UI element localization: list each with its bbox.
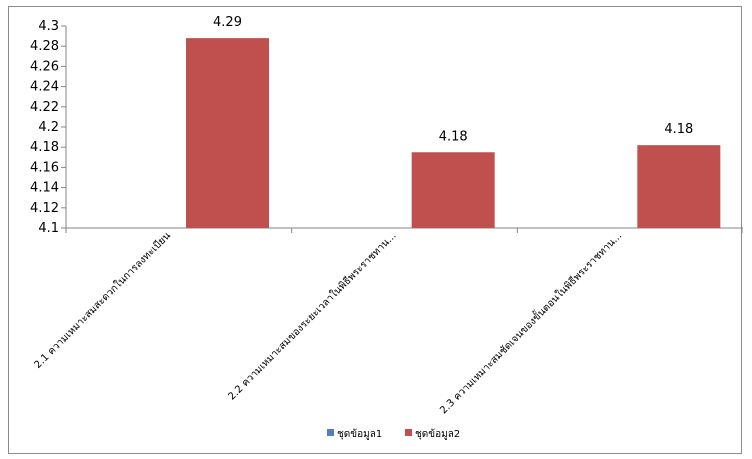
y-tick-label: 4.22	[30, 100, 59, 115]
y-tick-label: 4.14	[30, 181, 59, 196]
data-label: 4.18	[664, 122, 693, 137]
category-label: 2.1 ความเหมาะสมสะดวกในการลงทะเบียน	[32, 230, 173, 371]
y-tick-label: 4.3	[38, 19, 59, 34]
category-label: 2.3 ความเหมาะสมชัดเจนของขั้นตอนในพิธีพระ…	[436, 228, 624, 416]
legend-entry: ชุดข้อมูล2	[415, 428, 460, 440]
y-tick-label: 4.16	[30, 160, 59, 175]
legend-swatch	[405, 429, 412, 436]
y-tick-label: 4.26	[30, 59, 59, 74]
y-axis-ticks: 4.3 4.28 4.26 4.24 4.22 4.2 4.18 4.16 4.14 4.12 4.…	[30, 19, 66, 236]
legend: ชุดข้อมูล1 ชุดข้อมูล2	[327, 428, 460, 440]
data-label: 4.29	[213, 15, 242, 30]
bars	[186, 38, 721, 229]
data-label: 4.18	[439, 129, 468, 144]
category-labels: 2.1 ความเหมาะสมสะดวกในการลงทะเบียน 2.2 คว…	[32, 228, 625, 416]
data-labels: 4.29 4.18 4.18	[213, 15, 693, 144]
chart-frame: 4.3 4.28 4.26 4.24 4.22 4.2 4.18 4.16 4.14 4.12 4.…	[8, 6, 743, 454]
y-tick-label: 4.12	[30, 201, 59, 216]
y-tick-label: 4.2	[38, 120, 59, 135]
category-label: 2.2 ความเหมาะสมของระยะเวลาในพิธีพระราชทา…	[226, 230, 399, 403]
bar	[186, 38, 269, 229]
y-tick-label: 4.18	[30, 140, 59, 155]
legend-swatch	[327, 429, 334, 436]
bar-chart: 4.3 4.28 4.26 4.24 4.22 4.2 4.18 4.16 4.14 4.12 4.…	[30, 15, 743, 440]
bar	[411, 152, 495, 228]
y-tick-label: 4.1	[38, 221, 59, 236]
bar	[637, 145, 721, 228]
legend-entry: ชุดข้อมูล1	[337, 428, 382, 440]
y-tick-label: 4.24	[30, 80, 59, 95]
y-tick-label: 4.28	[30, 39, 59, 54]
